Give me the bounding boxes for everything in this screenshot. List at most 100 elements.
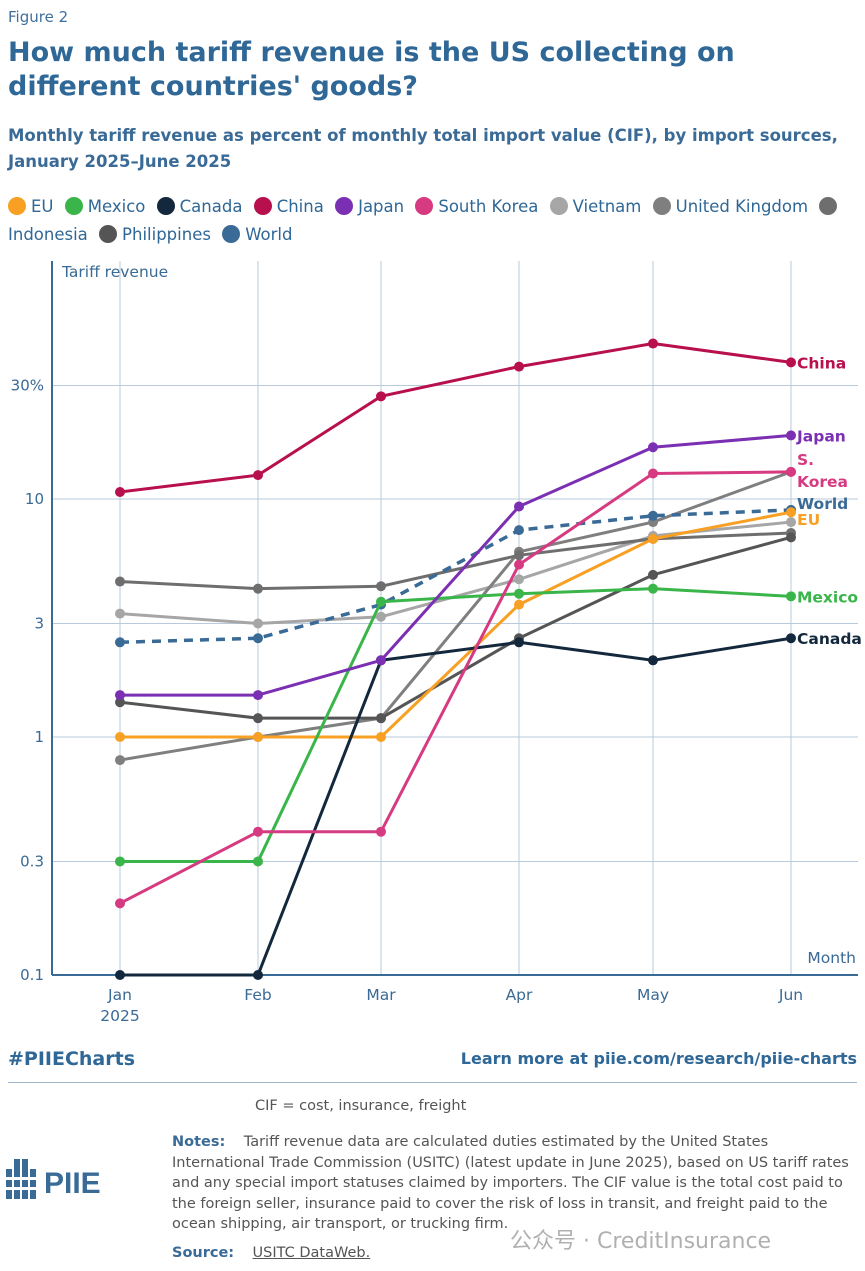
series-line-philippines xyxy=(119,535,792,720)
source-link[interactable]: USITC DataWeb. xyxy=(252,1245,371,1261)
learn-more-link[interactable]: Learn more at piie.com/research/piie-cha… xyxy=(460,1049,857,1068)
legend-label: EU xyxy=(31,197,54,216)
legend-item-china: China xyxy=(253,197,324,216)
x-tick-label: Jan xyxy=(107,986,132,1004)
data-point-eu xyxy=(376,732,386,742)
end-label-world: World xyxy=(797,495,848,513)
data-point-indonesia xyxy=(253,583,263,594)
series-line-south-korea xyxy=(119,470,792,905)
y-tick-label: 0.3 xyxy=(20,852,44,870)
data-point-japan xyxy=(376,655,386,666)
data-point-eu xyxy=(253,732,263,742)
x-tick-label: Apr xyxy=(506,986,533,1004)
data-point-philippines xyxy=(648,569,658,580)
data-point-mexico xyxy=(648,583,658,594)
legend-swatch xyxy=(253,197,272,215)
data-point-canada xyxy=(648,655,658,666)
end-label-south-korea-line2: Korea xyxy=(797,473,848,491)
hashtag[interactable]: #PIIECharts xyxy=(8,1048,136,1070)
chart-subtitle: Monthly tariff revenue as percent of mon… xyxy=(8,126,838,171)
piie-logo: PIIE xyxy=(6,1159,101,1200)
data-point-china xyxy=(115,487,125,498)
data-point-china xyxy=(648,338,658,349)
series-line-mexico xyxy=(120,587,792,863)
data-point-philippines xyxy=(786,532,796,543)
x-tick-label: May xyxy=(637,986,669,1004)
data-point-eu xyxy=(115,732,125,742)
data-point-canada xyxy=(786,633,796,644)
series-line-japan xyxy=(120,433,792,697)
data-point-eu xyxy=(648,533,658,544)
data-point-south-korea xyxy=(514,559,524,570)
chart-title: How much tariff revenue is the US collec… xyxy=(8,37,735,102)
end-label-eu: EU xyxy=(797,511,820,529)
watermark: 公众号 · CreditInsurance xyxy=(510,1229,772,1254)
data-point-south-korea xyxy=(786,466,796,477)
data-point-mexico xyxy=(253,856,263,867)
logo-text: PIIE xyxy=(44,1167,101,1200)
y-tick-label: 30% xyxy=(11,376,44,394)
data-point-vietnam xyxy=(514,574,524,585)
x-tick-label: Jun xyxy=(778,986,803,1004)
data-point-japan xyxy=(115,690,125,701)
legend-label: Japan xyxy=(358,197,405,216)
data-point-united-kingdom xyxy=(115,755,125,766)
notes: Notes: Tariff revenue data are calculate… xyxy=(172,1132,857,1235)
y-tick-label: 1 xyxy=(34,728,44,746)
source: Source: USITC DataWeb. xyxy=(172,1245,370,1261)
data-point-eu xyxy=(786,507,796,518)
data-point-japan xyxy=(514,501,524,512)
data-point-world xyxy=(514,525,524,536)
legend-swatch xyxy=(64,197,83,215)
legend-label: Philippines xyxy=(122,225,211,244)
data-point-world xyxy=(253,633,263,644)
data-point-mexico xyxy=(514,588,524,599)
series-line-world xyxy=(119,508,792,645)
legend-label: Canada xyxy=(179,197,243,216)
data-point-canada xyxy=(253,970,263,980)
data-point-japan xyxy=(648,442,658,453)
legend-item-canada: Canada xyxy=(156,197,243,216)
end-label-japan: Japan xyxy=(796,427,846,445)
legend-item-japan: Japan xyxy=(335,197,404,216)
legend-swatch xyxy=(549,197,568,215)
data-point-mexico xyxy=(786,591,796,602)
data-point-china xyxy=(786,357,796,368)
data-point-vietnam xyxy=(115,608,125,619)
data-point-mexico xyxy=(115,856,125,867)
line-chart: 0.1 0.3 1 3 10 30% Tariff revenue Month Jan 2025 F… xyxy=(11,261,862,1025)
series-line-canada xyxy=(120,636,792,977)
data-point-china xyxy=(514,361,524,372)
footer-divider xyxy=(8,1082,857,1083)
data-point-japan xyxy=(786,430,796,441)
x-tick-label: Feb xyxy=(244,986,271,1004)
y-tick-label: 3 xyxy=(34,614,44,632)
x-tick-label: Mar xyxy=(366,986,396,1004)
chart-legend: EU Mexico Canada China Japan South Korea… xyxy=(8,193,848,249)
end-label-canada: Canada xyxy=(797,630,862,648)
legend-label: Indonesia xyxy=(8,225,88,244)
legend-item-mexico: Mexico xyxy=(64,197,146,216)
data-point-south-korea xyxy=(648,468,658,479)
data-point-philippines xyxy=(115,697,125,708)
data-point-south-korea xyxy=(115,898,125,909)
legend-label: Vietnam xyxy=(572,197,642,216)
legend-label: World xyxy=(245,225,293,244)
legend-label: South Korea xyxy=(438,197,539,216)
data-point-indonesia xyxy=(115,576,125,587)
legend-label: Mexico xyxy=(87,197,146,216)
data-point-canada xyxy=(514,637,524,648)
y-tick-label: 0.1 xyxy=(20,966,44,984)
figure-label: Figure 2 xyxy=(8,8,69,26)
data-point-world xyxy=(648,510,658,521)
y-tick-label: 10 xyxy=(25,490,44,508)
data-point-china xyxy=(376,391,386,402)
legend-item-world: World xyxy=(222,225,293,244)
notes-text: Tariff revenue data are calculated dutie… xyxy=(172,1134,849,1232)
legend-label: China xyxy=(276,197,324,216)
data-point-south-korea xyxy=(253,826,263,837)
data-point-china xyxy=(253,470,263,481)
data-point-indonesia xyxy=(514,550,524,561)
data-point-south-korea xyxy=(376,826,386,837)
end-label-mexico: Mexico xyxy=(797,588,858,606)
